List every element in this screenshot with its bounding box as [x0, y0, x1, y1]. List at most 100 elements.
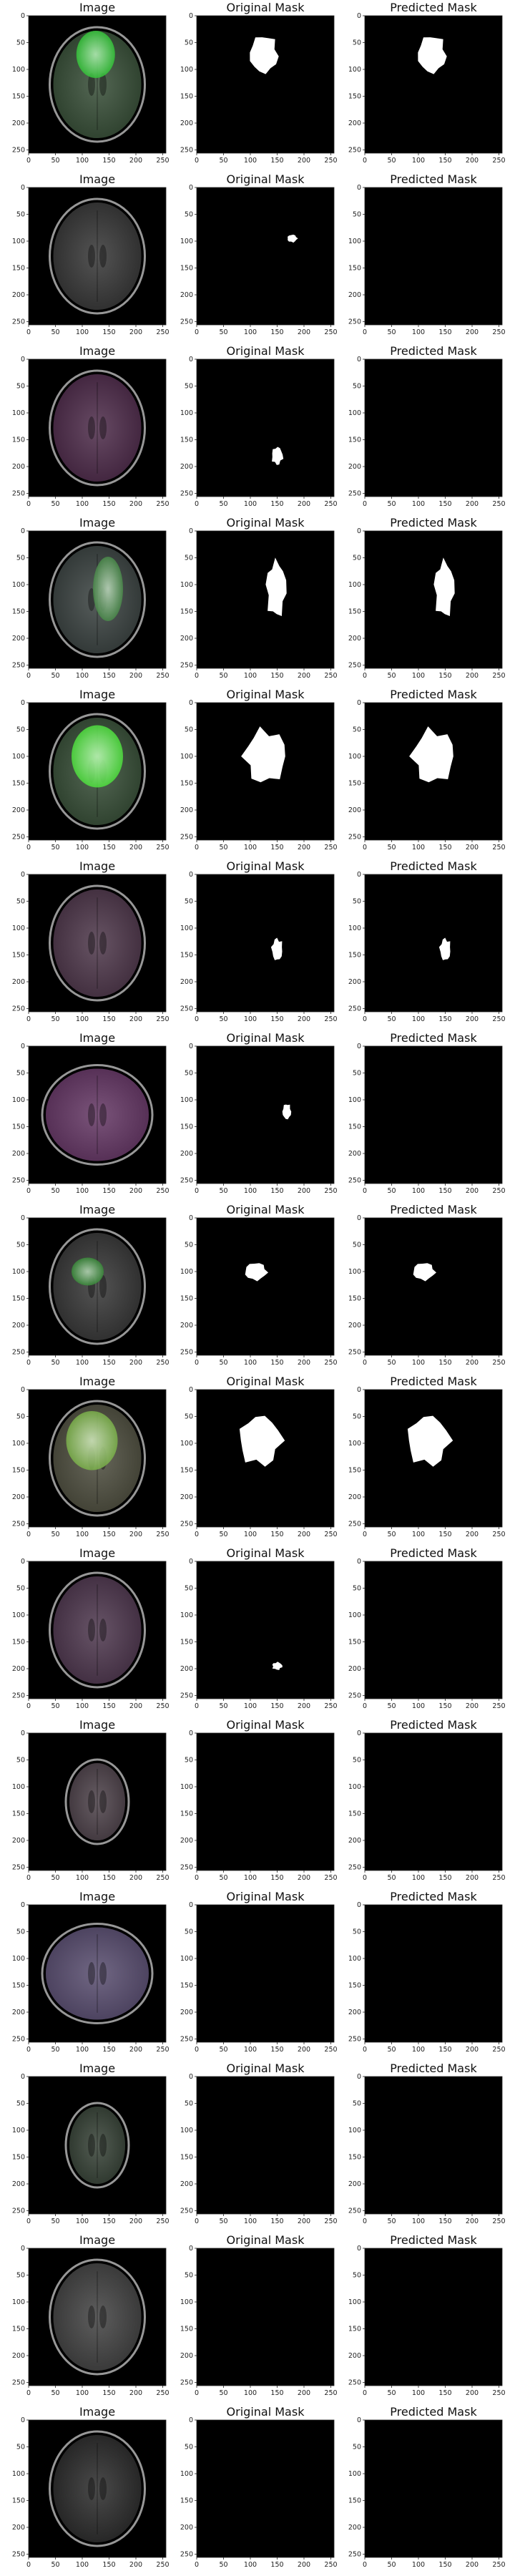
x-tick-label: 150: [438, 2389, 451, 2397]
image-panel-frame: [28, 1389, 167, 1528]
y-tick-label: 200: [348, 2352, 361, 2360]
y-tick-label: 100: [180, 238, 193, 245]
x-tick-label: 200: [298, 1531, 310, 1538]
y-tick-label: 0: [189, 1214, 193, 1222]
ventricle-left: [88, 245, 95, 268]
x-tick-label: 0: [195, 2389, 199, 2397]
y-tick-label: 150: [348, 2326, 361, 2333]
brain-shading: [53, 1576, 142, 1684]
ventricle-left: [88, 1103, 95, 1126]
x-tick-label: 100: [244, 844, 257, 852]
y-tick-label: 100: [348, 924, 361, 932]
original-mask-frame: [196, 1389, 335, 1528]
x-tick-label: 100: [244, 500, 257, 508]
tumor-highlight-glow: [66, 1411, 118, 1470]
x-tick-label: 150: [438, 328, 451, 336]
y-tick-label: 50: [16, 1070, 25, 1078]
skull-ring: [49, 1228, 146, 1345]
x-tick-label: 50: [51, 1702, 59, 1710]
x-tick-label: 50: [387, 500, 396, 508]
ventricle-right: [99, 2134, 107, 2157]
x-tick-label: 50: [51, 157, 59, 165]
x-tick-label: 0: [363, 672, 367, 680]
predicted-mask-panel-title: Predicted Mask: [390, 1718, 477, 1732]
x-tick-label: 200: [466, 672, 479, 680]
y-tick-label: 200: [348, 2524, 361, 2532]
y-tick-label: 250: [12, 318, 25, 326]
y-tick-label: 50: [185, 555, 193, 562]
original-mask-panel-background: [197, 16, 334, 153]
y-tick-label: 150: [12, 2326, 25, 2333]
x-tick-label: 50: [387, 1015, 396, 1023]
predicted-mask-region: [438, 937, 451, 960]
brain-shading: [53, 203, 142, 310]
y-tick-label: 250: [348, 2551, 361, 2559]
y-tick-label: 100: [12, 1096, 25, 1104]
mri-scan: [41, 1923, 154, 2024]
x-tick-label: 200: [129, 1702, 142, 1710]
x-tick-label: 0: [26, 1702, 31, 1710]
x-tick-label: 200: [466, 2389, 479, 2397]
y-tick-label: 250: [180, 1349, 193, 1357]
y-tick-label: 150: [348, 1467, 361, 1475]
y-tick-label: 200: [12, 119, 25, 127]
x-tick-label: 50: [387, 1531, 396, 1538]
skull-ring: [49, 541, 146, 658]
y-tick-label: 50: [353, 555, 361, 562]
predicted-mask-frame: [364, 2076, 503, 2215]
mri-scan: [49, 2258, 146, 2376]
y-tick-label: 0: [357, 2416, 361, 2424]
skull-ring: [41, 1064, 154, 1166]
x-tick-label: 50: [219, 500, 227, 508]
x-tick-label: 200: [298, 2046, 310, 2054]
predicted-mask-frame: [364, 1561, 503, 1699]
y-tick-label: 50: [353, 1413, 361, 1421]
y-tick-label: 50: [353, 2444, 361, 2451]
brain-shading: [53, 374, 142, 482]
x-tick-label: 100: [76, 1531, 89, 1538]
x-tick-label: 150: [102, 1702, 115, 1710]
image-panel-title: Image: [79, 344, 115, 358]
x-tick-label: 0: [26, 1015, 31, 1023]
predicted-mask-region: [407, 1415, 453, 1467]
y-tick-label: 150: [180, 93, 193, 101]
y-tick-label: 250: [180, 2036, 193, 2044]
original-mask-region: [250, 37, 279, 74]
x-tick-label: 250: [324, 2561, 337, 2569]
y-tick-label: 100: [348, 409, 361, 417]
y-tick-label: 0: [357, 1043, 361, 1050]
original-mask-panel-title: Original Mask: [227, 344, 305, 358]
x-tick-label: 200: [129, 500, 142, 508]
y-tick-label: 0: [189, 2245, 193, 2253]
x-tick-label: 250: [324, 1187, 337, 1195]
x-tick-label: 0: [195, 1359, 199, 1367]
skull-ring: [41, 1923, 154, 2024]
image-panel-frame: [28, 2248, 167, 2386]
x-tick-label: 250: [156, 1359, 169, 1367]
y-tick-label: 250: [348, 147, 361, 155]
x-tick-label: 150: [102, 1359, 115, 1367]
y-tick-label: 100: [12, 2298, 25, 2306]
predicted-mask-frame: [364, 358, 503, 497]
predicted-mask-panel-background: [365, 1733, 502, 1870]
y-tick-label: 200: [348, 1322, 361, 1330]
x-tick-label: 200: [129, 1874, 142, 1882]
mri-scan: [64, 2102, 130, 2189]
x-tick-label: 150: [270, 1187, 283, 1195]
y-tick-label: 50: [16, 39, 25, 47]
x-tick-label: 0: [195, 672, 199, 680]
x-tick-label: 50: [51, 672, 59, 680]
x-tick-label: 150: [102, 500, 115, 508]
y-tick-label: 250: [12, 490, 25, 498]
x-tick-label: 150: [438, 2561, 451, 2569]
x-tick-label: 50: [51, 2046, 59, 2054]
